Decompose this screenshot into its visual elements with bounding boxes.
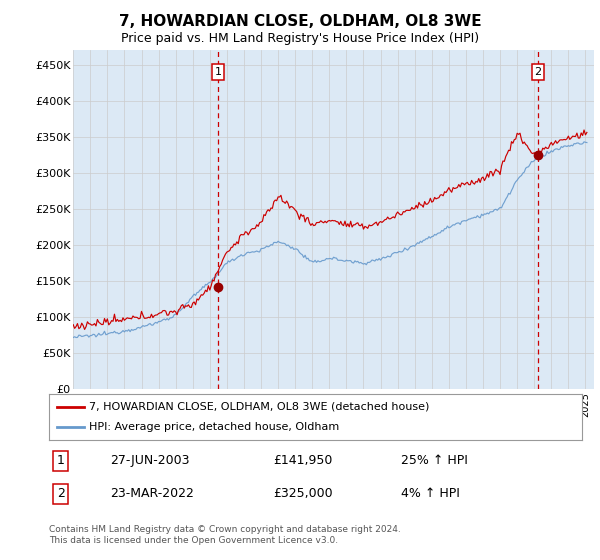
Text: 2: 2 xyxy=(535,67,542,77)
Text: 7, HOWARDIAN CLOSE, OLDHAM, OL8 3WE (detached house): 7, HOWARDIAN CLOSE, OLDHAM, OL8 3WE (det… xyxy=(89,402,430,412)
Text: Contains HM Land Registry data © Crown copyright and database right 2024.
This d: Contains HM Land Registry data © Crown c… xyxy=(49,525,401,545)
Text: £325,000: £325,000 xyxy=(273,487,332,500)
Text: 1: 1 xyxy=(57,454,65,467)
Text: 4% ↑ HPI: 4% ↑ HPI xyxy=(401,487,460,500)
Text: 7, HOWARDIAN CLOSE, OLDHAM, OL8 3WE: 7, HOWARDIAN CLOSE, OLDHAM, OL8 3WE xyxy=(119,14,481,29)
Text: 27-JUN-2003: 27-JUN-2003 xyxy=(110,454,190,467)
Text: 23-MAR-2022: 23-MAR-2022 xyxy=(110,487,194,500)
Text: Price paid vs. HM Land Registry's House Price Index (HPI): Price paid vs. HM Land Registry's House … xyxy=(121,32,479,45)
Text: £141,950: £141,950 xyxy=(273,454,332,467)
Text: 2: 2 xyxy=(57,487,65,500)
Text: HPI: Average price, detached house, Oldham: HPI: Average price, detached house, Oldh… xyxy=(89,422,340,432)
Text: 25% ↑ HPI: 25% ↑ HPI xyxy=(401,454,468,467)
Text: 1: 1 xyxy=(215,67,221,77)
